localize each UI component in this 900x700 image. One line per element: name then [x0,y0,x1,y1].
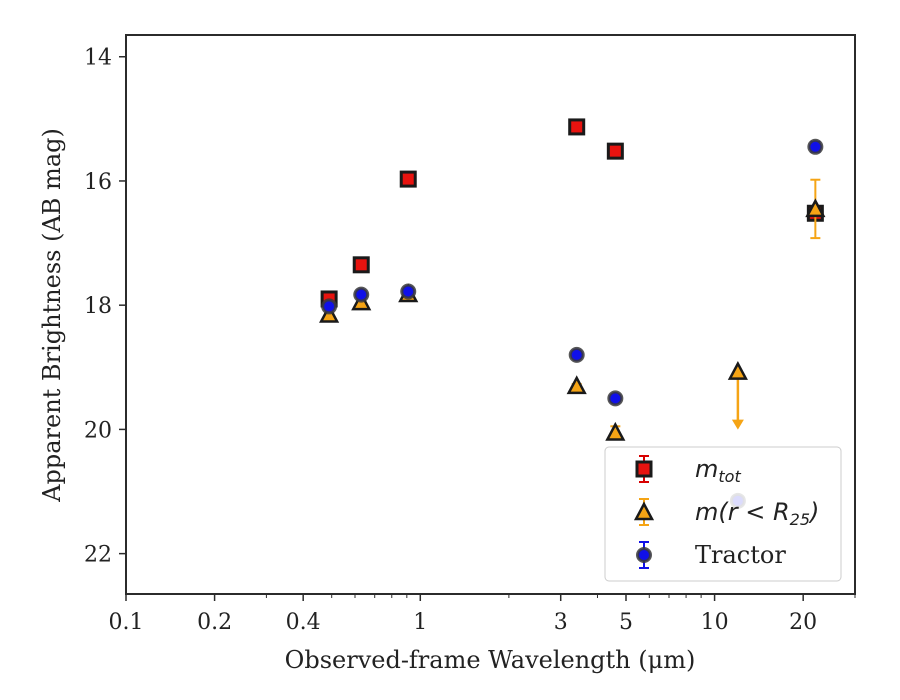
x-tick-label: 3 [554,610,568,635]
legend-label: mtot [695,455,741,486]
legend-box [604,446,842,582]
y-axis: 14 16 18 20 22 [84,46,126,568]
x-tick-label: 20 [789,610,817,635]
data-point [400,283,417,300]
legend-label: m(r < R25) [695,498,819,529]
legend-entry: m(r < R25) [633,498,819,529]
legend: mtot m(r < R25) Tractor [604,446,842,582]
x-tick-label: 0.2 [197,610,232,635]
legend-marker [633,501,655,521]
data-point [807,138,824,155]
upper-limit-arrow [731,419,744,430]
x-tick-label: 1 [413,610,427,635]
data-point [566,375,587,395]
data-point [352,256,370,274]
y-tick-label: 22 [84,543,112,568]
x-axis-label: Observed-frame Wavelength (μm) [285,646,696,674]
data-point [568,118,586,136]
plot-frame [125,34,856,595]
x-tick-label: 0.1 [109,610,144,635]
data-point [607,390,624,407]
data-point [727,360,748,380]
data-point [353,286,370,303]
data-point [606,142,624,160]
data-point [399,170,417,188]
y-tick-label: 14 [84,46,112,71]
y-axis-label: Apparent Brightness (AB mag) [38,128,66,503]
x-tick-label: 10 [701,610,729,635]
x-axis: 0.1 0.2 0.4 1 3 5 10 20 [109,594,856,635]
x-tick-label: 5 [619,610,633,635]
data-point [568,346,585,363]
x-tick-label: 0.4 [286,610,321,635]
series-triangle [319,178,826,441]
series-square [320,118,824,308]
legend-marker [636,547,652,563]
legend-label: Tractor [695,541,786,569]
data-point [605,421,626,441]
legend-marker [635,460,653,478]
plot-area [125,34,856,595]
legend-entry: Tractor [636,541,786,569]
y-tick-label: 20 [84,418,112,443]
legend-entry: mtot [635,455,741,486]
y-tick-label: 16 [84,170,112,195]
data-markers [319,118,826,509]
data-point [805,198,826,218]
data-point [321,298,338,315]
y-tick-label: 18 [84,294,112,319]
